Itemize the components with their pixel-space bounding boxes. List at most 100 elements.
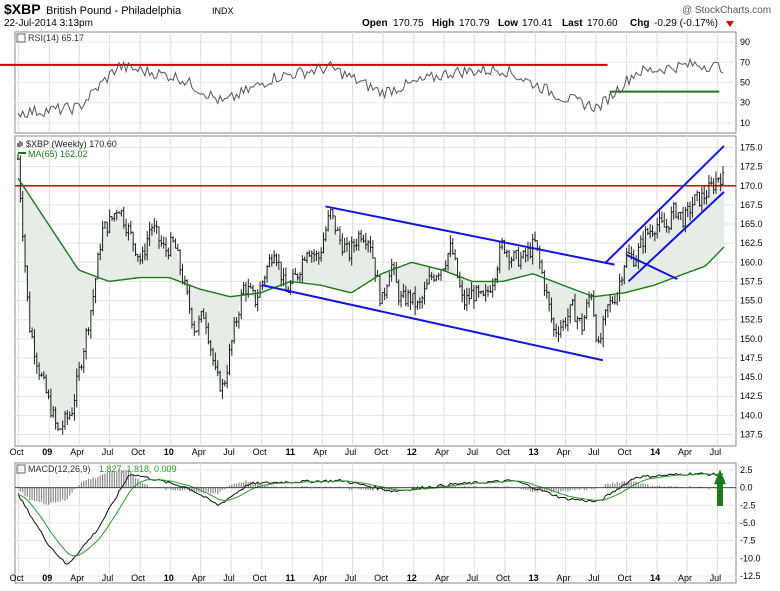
x-tick-label: 10 <box>164 573 174 583</box>
x-tick-label: Jul <box>710 573 722 583</box>
ma-line <box>17 177 725 298</box>
price-ma-fill <box>18 159 724 432</box>
low-label: Low <box>498 18 518 29</box>
x-tick-label: Apr <box>678 447 692 457</box>
rsi-line <box>17 57 724 118</box>
x-tick-label: Oct <box>374 573 389 583</box>
x-tick-label: 11 <box>286 447 296 457</box>
macd-label: MACD(12,26,9) <box>28 464 91 474</box>
macd-tick-label: 2.5 <box>740 465 753 475</box>
exchange-label: INDX <box>212 6 234 16</box>
price-label: $XBP (Weekly) 170.60 <box>26 139 117 149</box>
macd-tick-label: -5.0 <box>740 518 756 528</box>
price-tick-label: 150.0 <box>740 334 763 344</box>
uptrend-upper-line <box>604 145 725 264</box>
x-tick-label: 13 <box>529 447 539 457</box>
x-tick-label: Oct <box>253 573 268 583</box>
price-tick-label: 137.5 <box>740 430 763 440</box>
macd-tick-label: -2.5 <box>740 500 756 510</box>
x-tick-label: Apr <box>557 573 571 583</box>
macd-tick-label: -12.5 <box>740 571 761 581</box>
x-tick-label: Jul <box>467 573 479 583</box>
x-tick-label: 12 <box>407 573 417 583</box>
date-time: 22-Jul-2014 3:13pm <box>4 18 93 29</box>
ma-swatch <box>18 152 26 154</box>
x-tick-label: Apr <box>435 573 449 583</box>
x-tick-label: 09 <box>42 573 52 583</box>
chg-label: Chg <box>630 18 649 29</box>
high-value: 170.79 <box>459 18 490 29</box>
x-tick-label: Oct <box>617 447 632 457</box>
price-tick-label: 140.0 <box>740 410 763 420</box>
x-tick-label: Jul <box>588 447 600 457</box>
macd-signal-line <box>17 473 724 557</box>
x-tick-label: Jul <box>102 447 114 457</box>
x-tick-label: Oct <box>374 447 389 457</box>
x-tick-label: 13 <box>529 573 539 583</box>
price-tick-label: 167.5 <box>740 200 763 210</box>
up-arrow-icon <box>714 469 726 507</box>
price-tick-label: 165.0 <box>740 219 763 229</box>
x-tick-label: Jul <box>710 447 722 457</box>
price-tick-label: 152.5 <box>740 315 763 325</box>
x-tick-label: Oct <box>496 447 511 457</box>
x-tick-label: Apr <box>192 573 206 583</box>
rsi-toggle-icon[interactable] <box>16 33 26 43</box>
channel-upper-line <box>325 205 615 266</box>
macd-tick-label: 0.0 <box>740 483 753 493</box>
symbol-label: $XBP <box>4 1 41 17</box>
high-label: High <box>432 18 454 29</box>
open-value: 170.75 <box>393 18 424 29</box>
price-tick-label: 147.5 <box>740 353 763 363</box>
instrument-name: British Pound - Philadelphia <box>46 5 182 17</box>
x-tick-label: 12 <box>407 447 417 457</box>
x-tick-label: Oct <box>10 447 25 457</box>
open-label: Open <box>362 18 388 29</box>
price-panel <box>14 135 737 447</box>
macd-line <box>17 472 724 565</box>
x-tick-label: Apr <box>678 573 692 583</box>
rsi-tick-label: 50 <box>740 78 750 88</box>
x-tick-label: Jul <box>345 447 357 457</box>
axis-labels: Oct Oct 09 09 Apr Apr Jul Jul Oct Oct 10 10 Apr Apr Ju… <box>10 37 763 583</box>
macd-tick-label: -7.5 <box>740 536 756 546</box>
chart-marks <box>0 57 736 565</box>
x-tick-label: 10 <box>164 447 174 457</box>
x-tick-label: 14 <box>650 447 660 457</box>
x-tick-label: Oct <box>253 447 268 457</box>
x-tick-label: 09 <box>42 447 52 457</box>
watermark: @ StockCharts.com <box>682 5 771 16</box>
last-label: Last <box>562 18 583 29</box>
channel-lower-line <box>262 284 604 362</box>
chg-value: -0.29 (-0.17%) <box>654 18 718 29</box>
macd-values: 1.827, 1.818, 0.009 <box>99 464 177 474</box>
uptrend-lower-line <box>627 191 725 283</box>
price-tick-label: 162.5 <box>740 238 763 248</box>
last-value: 170.60 <box>587 18 618 29</box>
x-tick-label: 11 <box>286 573 296 583</box>
channel-extension-line <box>625 253 678 281</box>
ma-label: MA(65) 162.02 <box>28 149 88 159</box>
x-tick-label: Oct <box>131 447 146 457</box>
x-tick-label: 14 <box>650 573 660 583</box>
macd-tick-label: -10.0 <box>740 553 761 563</box>
rsi-tick-label: 70 <box>740 57 750 67</box>
x-tick-label: Apr <box>192 447 206 457</box>
x-tick-label: Jul <box>223 573 235 583</box>
x-tick-label: Oct <box>496 573 511 583</box>
x-tick-label: Apr <box>435 447 449 457</box>
x-tick-label: Oct <box>131 573 146 583</box>
price-tick-label: 157.5 <box>740 276 763 286</box>
macd-toggle-icon[interactable] <box>16 464 26 474</box>
bar-icon <box>17 141 23 147</box>
x-tick-label: Apr <box>313 573 327 583</box>
rsi-tick-label: 10 <box>740 118 750 128</box>
price-tick-label: 172.5 <box>740 162 763 172</box>
rsi-tick-label: 30 <box>740 98 750 108</box>
x-tick-label: Apr <box>557 447 571 457</box>
price-tick-label: 155.0 <box>740 296 763 306</box>
x-tick-label: Apr <box>313 447 327 457</box>
rsi-tick-label: 90 <box>740 37 750 47</box>
